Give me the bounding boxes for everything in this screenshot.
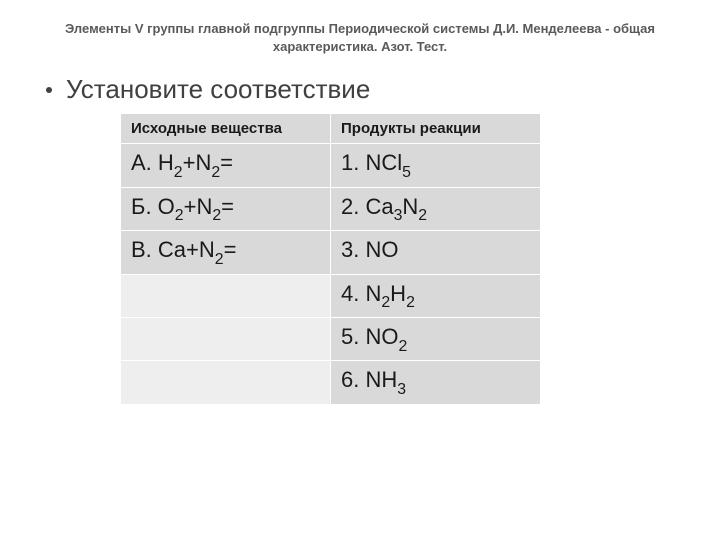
cell-left: Б. O2+N2=: [121, 187, 331, 230]
cell-right: 5. NO2: [331, 317, 541, 360]
cell-left-blank: [121, 274, 331, 317]
cell-text: 2. Ca3N2: [341, 194, 427, 219]
table-row: 4. N2H2: [121, 274, 541, 317]
table-row: А. H2+N2= 1. NCl5: [121, 144, 541, 187]
cell-text: 4. N2H2: [341, 281, 415, 306]
cell-left-blank: [121, 361, 331, 404]
cell-right: 4. N2H2: [331, 274, 541, 317]
cell-right: 1. NCl5: [331, 144, 541, 187]
cell-left-blank: [121, 317, 331, 360]
cell-text: 3. NO: [341, 237, 398, 262]
table-row: В. Ca+N2= 3. NO: [121, 231, 541, 274]
bullet-text: Установите соответствие: [66, 74, 370, 105]
cell-text: Б. O2+N2=: [131, 194, 234, 219]
bullet-row: Установите соответствие: [40, 74, 680, 105]
cell-text: А. H2+N2=: [131, 150, 233, 175]
header-right: Продукты реакции: [331, 114, 541, 144]
cell-right: 6. NH3: [331, 361, 541, 404]
slide-title: Элементы V группы главной подгруппы Пери…: [40, 20, 680, 56]
cell-text: 6. NH3: [341, 367, 406, 392]
cell-left: В. Ca+N2=: [121, 231, 331, 274]
table-row: 6. NH3: [121, 361, 541, 404]
cell-left: А. H2+N2=: [121, 144, 331, 187]
cell-text: В. Ca+N2=: [131, 237, 236, 262]
match-table-wrap: Исходные вещества Продукты реакции А. H2…: [120, 113, 680, 404]
table-header-row: Исходные вещества Продукты реакции: [121, 114, 541, 144]
cell-text: 5. NO2: [341, 324, 407, 349]
bullet-dot-icon: [46, 87, 52, 93]
table-row: 5. NO2: [121, 317, 541, 360]
match-table: Исходные вещества Продукты реакции А. H2…: [120, 113, 541, 404]
header-left: Исходные вещества: [121, 114, 331, 144]
table-row: Б. O2+N2= 2. Ca3N2: [121, 187, 541, 230]
cell-text: 1. NCl5: [341, 150, 411, 175]
cell-right: 2. Ca3N2: [331, 187, 541, 230]
cell-right: 3. NO: [331, 231, 541, 274]
